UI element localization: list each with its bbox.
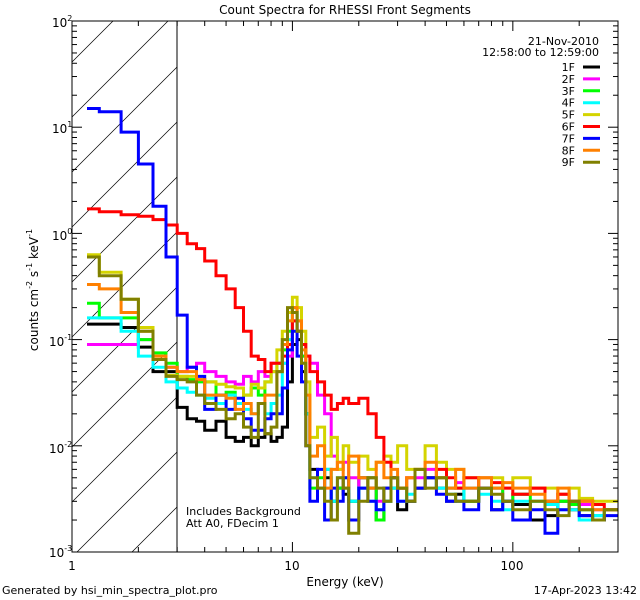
svg-text:100: 100	[52, 227, 72, 243]
legend-label-1F: 1F	[562, 61, 575, 74]
hatch-line	[131, 506, 178, 553]
y-axis-label: counts cm-2 s-1 keV-1	[25, 229, 41, 351]
legend-label-8F: 8F	[562, 144, 575, 157]
y-tick-label: 10-3	[49, 544, 72, 560]
hatch-line	[71, 20, 169, 118]
annotation-background: Includes Background	[186, 505, 301, 518]
legend-label-6F: 6F	[562, 121, 575, 134]
hatch-line	[71, 286, 178, 393]
svg-text:10-2: 10-2	[49, 440, 72, 456]
time-range-label: 12:58:00 to 12:59:00	[482, 46, 599, 59]
legend-label-5F: 5F	[562, 109, 575, 122]
legend-label-4F: 4F	[562, 97, 575, 110]
hatch-line	[71, 20, 114, 63]
plot-frame	[71, 20, 619, 553]
series-line-9F	[87, 255, 618, 535]
hatched-region	[71, 20, 178, 553]
svg-text:101: 101	[52, 120, 72, 136]
hatch-line	[71, 231, 178, 338]
series-line-8F	[87, 283, 618, 512]
annotation-attenuator: Att A0, FDecim 1	[186, 517, 279, 530]
legend-label-7F: 7F	[562, 132, 575, 145]
axis-ticks	[71, 21, 619, 553]
x-tick-label: 1	[68, 559, 76, 573]
x-axis-label: Energy (keV)	[306, 575, 383, 589]
svg-text:102: 102	[52, 14, 72, 30]
legend-label-3F: 3F	[562, 85, 575, 98]
date-label: 21-Nov-2010	[528, 35, 599, 48]
series-line-7F	[87, 107, 618, 535]
hatch-line	[71, 121, 178, 228]
y-tick-label: 102	[52, 14, 72, 30]
hatch-line	[71, 66, 178, 173]
hatch-line	[71, 176, 178, 283]
hatch-line	[71, 341, 178, 448]
series-group	[87, 107, 618, 535]
series-line-2F	[87, 319, 618, 512]
x-tick-label: 10	[284, 559, 299, 573]
legend-label-2F: 2F	[562, 73, 575, 86]
legend-label-9F: 9F	[562, 156, 575, 169]
y-tick-label: 10-2	[49, 440, 72, 456]
hatch-line	[71, 396, 178, 503]
footer-generated-by: Generated by hsi_min_spectra_plot.pro	[2, 584, 218, 597]
x-tick-label: 100	[501, 559, 524, 573]
hatch-line	[76, 451, 178, 553]
chart-title: Count Spectra for RHESSI Front Segments	[219, 3, 471, 17]
footer-timestamp: 17-Apr-2023 13:42	[534, 584, 637, 597]
y-tick-label: 100	[52, 227, 72, 243]
y-tick-label: 101	[52, 120, 72, 136]
svg-text:10-1: 10-1	[49, 333, 72, 349]
y-tick-label: 10-1	[49, 333, 72, 349]
svg-text:10-3: 10-3	[49, 544, 72, 560]
